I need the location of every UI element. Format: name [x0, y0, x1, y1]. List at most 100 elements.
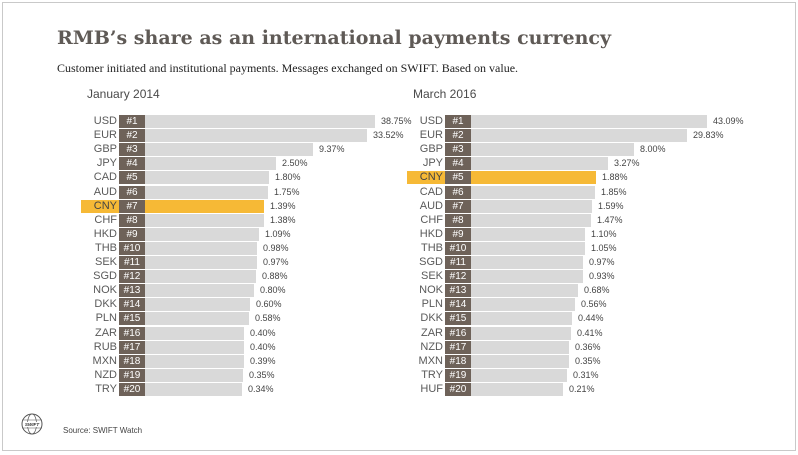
- rank-badge: #1: [119, 115, 145, 128]
- bar-row-usd: USD #1 38.75%: [87, 115, 417, 128]
- currency-label: HKD: [419, 227, 443, 240]
- panel-january-2014: January 2014 USD #1 38.75% EUR #2 33.52% GBP #3…: [81, 87, 417, 399]
- bar-row-dkk: DKK #15 0.44%: [413, 312, 743, 326]
- value-label: 38.75%: [381, 116, 412, 126]
- source-note: Source: SWIFT Watch: [63, 426, 143, 435]
- bar-row-zar: ZAR #16 0.40%: [87, 326, 417, 340]
- bar: [471, 284, 578, 298]
- value-label: 1.10%: [591, 228, 617, 239]
- bar-row-cny: CNY #7 1.39%: [81, 199, 417, 213]
- panel-march-2016: March 2016 USD #1 43.09% EUR #2 29.83% GBP #3 8.…: [407, 87, 744, 399]
- rank-badge: #2: [445, 129, 471, 143]
- rank-badge: #18: [445, 354, 471, 368]
- bar: [471, 312, 572, 326]
- bar: [471, 185, 595, 199]
- bar-row-hkd: HKD #9 1.10%: [413, 227, 743, 241]
- bar-row-thb: THB #10 1.05%: [413, 241, 743, 255]
- currency-label: TRY: [421, 368, 443, 381]
- bar-row-thb: THB #10 0.98%: [87, 241, 417, 255]
- value-label: 0.35%: [575, 355, 601, 366]
- rank-badge: #14: [119, 298, 145, 312]
- currency-label: PLN: [95, 312, 117, 325]
- bar: [471, 213, 591, 227]
- rank-badge: #12: [119, 270, 145, 284]
- bar: [145, 171, 269, 185]
- bar: [471, 256, 583, 269]
- currency-label: USD: [93, 115, 117, 127]
- rank-badge: #10: [445, 241, 471, 255]
- bar: [145, 340, 244, 354]
- value-label: 0.41%: [577, 327, 603, 338]
- bar-row-gbp: GBP #3 9.37%: [87, 143, 417, 157]
- currency-label: NOK: [419, 284, 443, 297]
- panel-title: March 2016: [413, 87, 477, 101]
- rank-badge: #16: [445, 326, 471, 340]
- bar-row-nzd: NZD #17 0.36%: [413, 340, 743, 354]
- value-label: 1.39%: [270, 200, 296, 211]
- bar-row-jpy: JPY #4 3.27%: [413, 157, 743, 171]
- bar-row-chf: CHF #8 1.47%: [413, 213, 743, 227]
- value-label: 0.34%: [248, 383, 274, 394]
- value-label: 29.83%: [693, 130, 724, 141]
- currency-label: NZD: [420, 340, 443, 353]
- bar-row-cad: CAD #6 1.85%: [413, 185, 743, 199]
- bar: [471, 326, 571, 340]
- rank-badge: #12: [445, 270, 471, 284]
- bar-row-eur: EUR #2 33.52%: [87, 129, 417, 143]
- rank-badge: #10: [119, 241, 145, 255]
- rank-badge: #4: [119, 157, 145, 171]
- rank-badge: #6: [119, 185, 145, 199]
- bar-row-cny: CNY #5 1.88%: [407, 171, 743, 185]
- bar: [145, 227, 259, 241]
- currency-label: CAD: [419, 185, 443, 198]
- rank-badge: #19: [445, 368, 471, 382]
- value-label: 0.35%: [249, 369, 275, 380]
- currency-label: CNY: [419, 171, 443, 184]
- bar: [471, 340, 569, 354]
- rank-badge: #20: [445, 382, 471, 396]
- chart-subtitle: Customer initiated and institutional pay…: [57, 61, 519, 75]
- currency-label: TRY: [95, 382, 117, 395]
- rank-badge: #14: [445, 298, 471, 312]
- rank-badge: #19: [119, 368, 145, 382]
- currency-label: EUR: [93, 129, 117, 142]
- chart-title: RMB’s share as an international payments…: [57, 27, 612, 49]
- rank-badge: #7: [119, 199, 145, 213]
- bar: [145, 241, 257, 255]
- currency-label: CHF: [94, 213, 117, 226]
- rank-badge: #8: [445, 213, 471, 227]
- currency-label: SGD: [419, 256, 443, 268]
- value-label: 0.44%: [578, 313, 604, 324]
- bar: [471, 199, 592, 213]
- value-label: 0.40%: [250, 327, 276, 338]
- bar: [471, 368, 567, 382]
- bar: [145, 312, 249, 326]
- bar-row-sek: SEK #11 0.97%: [87, 256, 417, 269]
- currency-label: JPY: [96, 157, 117, 170]
- rank-badge: #15: [445, 312, 471, 326]
- rank-badge: #15: [119, 312, 145, 326]
- rank-badge: #7: [445, 199, 471, 213]
- bar: [471, 241, 585, 255]
- bar-row-sek: SEK #12 0.93%: [413, 270, 743, 284]
- currency-label: RUB: [93, 340, 117, 353]
- panel-title: January 2014: [87, 87, 160, 101]
- value-label: 1.47%: [597, 214, 623, 225]
- rank-badge: #11: [119, 256, 145, 269]
- bar: [471, 354, 569, 368]
- value-label: 0.36%: [575, 341, 601, 352]
- rank-badge: #9: [445, 227, 471, 241]
- bar: [145, 157, 276, 171]
- value-label: 1.05%: [591, 242, 617, 253]
- bar-row-dkk: DKK #14 0.60%: [87, 298, 417, 312]
- value-label: 0.88%: [262, 271, 288, 282]
- currency-label: MXN: [92, 354, 117, 367]
- value-label: 0.97%: [589, 257, 615, 267]
- bar-row-aud: AUD #6 1.75%: [87, 185, 417, 199]
- rank-badge: #8: [119, 213, 145, 227]
- currency-label: CHF: [420, 213, 443, 226]
- logo-text: SWIFT: [25, 422, 40, 427]
- rank-badge: #4: [445, 157, 471, 171]
- currency-label: DKK: [420, 312, 443, 325]
- value-label: 1.85%: [601, 186, 627, 197]
